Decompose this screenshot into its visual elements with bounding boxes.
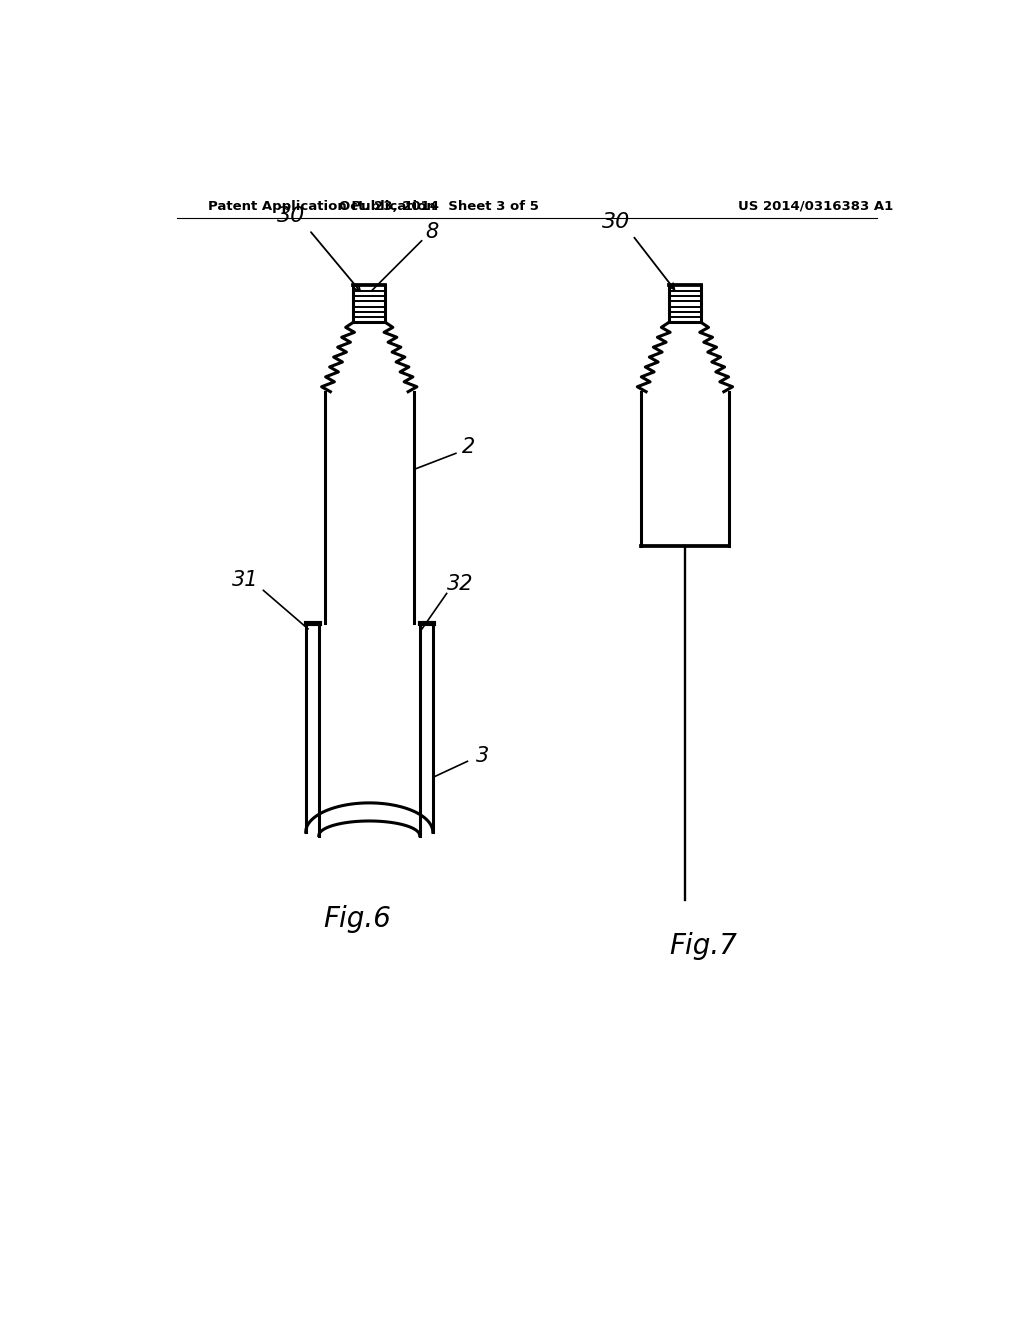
Text: 30: 30	[601, 211, 630, 231]
Text: 3: 3	[476, 746, 489, 766]
Text: Fig.7: Fig.7	[670, 932, 737, 960]
Text: 2: 2	[463, 437, 475, 457]
Text: US 2014/0316383 A1: US 2014/0316383 A1	[738, 199, 894, 213]
Text: Fig.6: Fig.6	[323, 906, 391, 933]
Text: 32: 32	[446, 574, 473, 594]
Text: Patent Application Publication: Patent Application Publication	[208, 199, 435, 213]
Text: 30: 30	[276, 206, 305, 226]
Text: 8: 8	[426, 222, 439, 242]
Text: Oct. 23, 2014  Sheet 3 of 5: Oct. 23, 2014 Sheet 3 of 5	[339, 199, 539, 213]
Text: 31: 31	[232, 570, 259, 590]
